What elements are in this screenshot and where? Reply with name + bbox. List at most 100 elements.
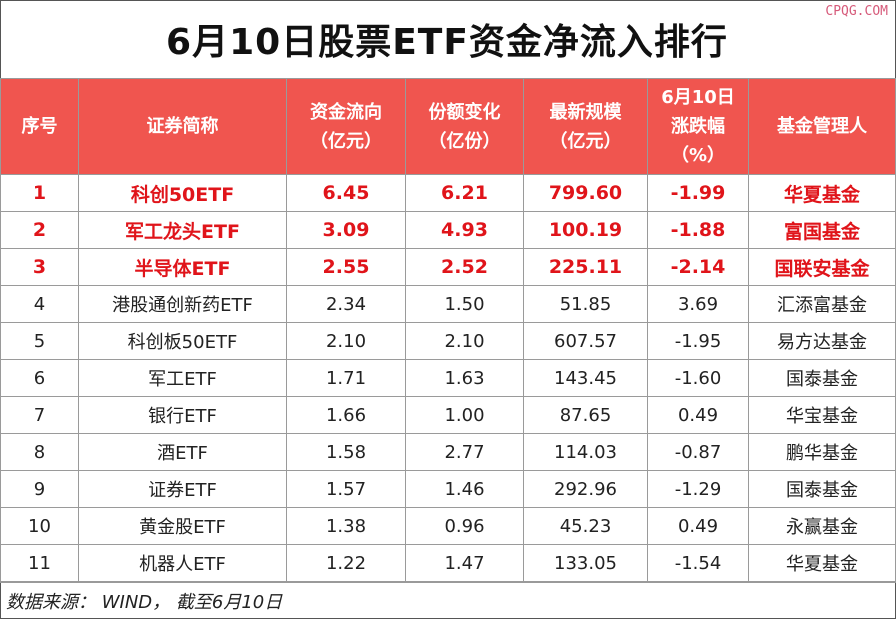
cell-inflow: 1.22 (286, 544, 406, 582)
cell-scale: 143.45 (523, 359, 648, 397)
cell-name: 机器人ETF (78, 544, 287, 582)
cell-rank: 1 (0, 174, 79, 212)
etf-inflow-table: 序号 证券简称 资金流向 （亿元） 份额变化 （亿份） 最新规模 （亿元） 6月10日… (0, 78, 896, 582)
cell-manager: 国泰基金 (748, 359, 896, 397)
cell-share: 0.96 (405, 507, 524, 545)
cell-rank: 11 (0, 544, 79, 582)
cell-change: -1.99 (647, 174, 749, 212)
cell-scale: 225.11 (523, 248, 648, 286)
cell-scale: 51.85 (523, 285, 648, 323)
table-row: 5 科创板50ETF 2.10 2.10 607.57 -1.95 易方达基金 (0, 322, 896, 360)
cell-change: -2.14 (647, 248, 749, 286)
table-row: 3 半导体ETF 2.55 2.52 225.11 -2.14 国联安基金 (0, 248, 896, 286)
cell-scale: 45.23 (523, 507, 648, 545)
header-row: 序号 证券简称 资金流向 （亿元） 份额变化 （亿份） 最新规模 （亿元） 6月10日… (0, 78, 896, 175)
cell-inflow: 3.09 (286, 211, 406, 249)
cell-change: -1.29 (647, 470, 749, 508)
cell-inflow: 2.55 (286, 248, 406, 286)
cell-name: 证券ETF (78, 470, 287, 508)
table-row: 1 科创50ETF 6.45 6.21 799.60 -1.99 华夏基金 (0, 174, 896, 212)
cell-name: 银行ETF (78, 396, 287, 434)
cell-share: 1.50 (405, 285, 524, 323)
table-body: 1 科创50ETF 6.45 6.21 799.60 -1.99 华夏基金 2 军工龙头ETF 3… (0, 174, 896, 582)
cell-change: 0.49 (647, 396, 749, 434)
cell-scale: 607.57 (523, 322, 648, 360)
cell-change: -1.60 (647, 359, 749, 397)
cell-scale: 114.03 (523, 433, 648, 471)
cell-name: 黄金股ETF (78, 507, 287, 545)
cell-share: 4.93 (405, 211, 524, 249)
cell-share: 2.77 (405, 433, 524, 471)
table-row: 6 军工ETF 1.71 1.63 143.45 -1.60 国泰基金 (0, 359, 896, 397)
cell-inflow: 1.58 (286, 433, 406, 471)
table-row: 8 酒ETF 1.58 2.77 114.03 -0.87 鹏华基金 (0, 433, 896, 471)
cell-name: 军工ETF (78, 359, 287, 397)
header-inflow: 资金流向 （亿元） (286, 78, 406, 175)
table-row: 2 军工龙头ETF 3.09 4.93 100.19 -1.88 富国基金 (0, 211, 896, 249)
cell-change: 3.69 (647, 285, 749, 323)
cell-rank: 4 (0, 285, 79, 323)
watermark: CPQG.COM (825, 4, 888, 19)
cell-manager: 易方达基金 (748, 322, 896, 360)
header-rank: 序号 (0, 78, 79, 175)
cell-inflow: 2.34 (286, 285, 406, 323)
cell-share: 1.63 (405, 359, 524, 397)
header-scale: 最新规模 （亿元） (523, 78, 648, 175)
cell-scale: 292.96 (523, 470, 648, 508)
table-row: 4 港股通创新药ETF 2.34 1.50 51.85 3.69 汇添富基金 (0, 285, 896, 323)
table-row: 11 机器人ETF 1.22 1.47 133.05 -1.54 华夏基金 (0, 544, 896, 582)
cell-scale: 100.19 (523, 211, 648, 249)
cell-name: 科创板50ETF (78, 322, 287, 360)
cell-inflow: 2.10 (286, 322, 406, 360)
cell-manager: 华夏基金 (748, 544, 896, 582)
cell-manager: 华夏基金 (748, 174, 896, 212)
cell-change: 0.49 (647, 507, 749, 545)
cell-name: 酒ETF (78, 433, 287, 471)
header-change: 6月10日 涨跌幅 （%） (647, 78, 749, 175)
cell-inflow: 1.38 (286, 507, 406, 545)
cell-share: 1.00 (405, 396, 524, 434)
cell-rank: 3 (0, 248, 79, 286)
cell-rank: 8 (0, 433, 79, 471)
cell-name: 港股通创新药ETF (78, 285, 287, 323)
cell-change: -0.87 (647, 433, 749, 471)
header-name: 证券简称 (78, 78, 287, 175)
cell-inflow: 1.57 (286, 470, 406, 508)
cell-rank: 7 (0, 396, 79, 434)
cell-inflow: 6.45 (286, 174, 406, 212)
cell-scale: 87.65 (523, 396, 648, 434)
cell-change: -1.88 (647, 211, 749, 249)
cell-manager: 国泰基金 (748, 470, 896, 508)
header-share: 份额变化 （亿份） (405, 78, 524, 175)
cell-rank: 6 (0, 359, 79, 397)
table-row: 10 黄金股ETF 1.38 0.96 45.23 0.49 永赢基金 (0, 507, 896, 545)
cell-scale: 133.05 (523, 544, 648, 582)
cell-name: 半导体ETF (78, 248, 287, 286)
table-row: 7 银行ETF 1.66 1.00 87.65 0.49 华宝基金 (0, 396, 896, 434)
cell-name: 科创50ETF (78, 174, 287, 212)
cell-rank: 2 (0, 211, 79, 249)
cell-manager: 汇添富基金 (748, 285, 896, 323)
cell-share: 1.47 (405, 544, 524, 582)
cell-change: -1.95 (647, 322, 749, 360)
cell-share: 1.46 (405, 470, 524, 508)
cell-scale: 799.60 (523, 174, 648, 212)
cell-share: 2.52 (405, 248, 524, 286)
cell-share: 2.10 (405, 322, 524, 360)
cell-rank: 10 (0, 507, 79, 545)
table-row: 9 证券ETF 1.57 1.46 292.96 -1.29 国泰基金 (0, 470, 896, 508)
cell-name: 军工龙头ETF (78, 211, 287, 249)
cell-inflow: 1.71 (286, 359, 406, 397)
cell-rank: 5 (0, 322, 79, 360)
source-note: 数据来源： WIND， 截至6月10日 (0, 582, 896, 618)
cell-change: -1.54 (647, 544, 749, 582)
cell-manager: 永赢基金 (748, 507, 896, 545)
cell-inflow: 1.66 (286, 396, 406, 434)
cell-rank: 9 (0, 470, 79, 508)
cell-manager: 国联安基金 (748, 248, 896, 286)
cell-manager: 华宝基金 (748, 396, 896, 434)
cell-share: 6.21 (405, 174, 524, 212)
cell-manager: 富国基金 (748, 211, 896, 249)
page-title: 6月10日股票ETF资金净流入排行 (166, 21, 728, 63)
cell-manager: 鹏华基金 (748, 433, 896, 471)
